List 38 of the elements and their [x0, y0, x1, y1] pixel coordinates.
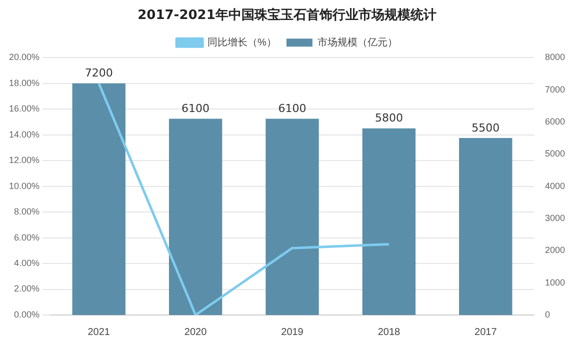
legend-label: 市场规模（亿元）: [317, 36, 398, 48]
y2-tick-label: 6000: [544, 116, 566, 126]
x-tick-label: 2018: [378, 326, 400, 338]
y-tick-label: 8.00%: [14, 206, 40, 217]
bar: [168, 118, 222, 315]
data-label: 6100: [278, 102, 306, 116]
data-label: 6100: [182, 102, 210, 116]
y2-tick-label: 4000: [544, 180, 566, 191]
y2-tick-label: 2000: [544, 245, 566, 256]
bar: [362, 128, 416, 315]
y-tick-label: 20.00%: [8, 52, 40, 62]
x-tick-label: 2019: [281, 326, 304, 338]
y2-tick-label: 7000: [544, 84, 566, 94]
y2-tick-label: 3000: [544, 212, 566, 223]
chart-title: 2017-2021年中国珠宝玉石首饰行业市场规模统计: [138, 7, 436, 24]
data-label: 7200: [84, 66, 113, 80]
y2-tick-label: 1000: [544, 277, 566, 288]
x-tick-label: 2020: [184, 326, 208, 338]
bar: [459, 138, 512, 315]
data-label: 5500: [472, 121, 500, 134]
y-tick-label: 16.00%: [8, 104, 40, 114]
y-tick-label: 2.00%: [14, 284, 40, 294]
data-label: 5800: [374, 112, 403, 125]
y-tick-label: 4.00%: [14, 258, 40, 268]
bar: [72, 83, 126, 315]
y-tick-label: 0.00%: [14, 309, 40, 320]
legend-label: 同比增长（%）: [208, 36, 276, 48]
x-tick-label: 2021: [88, 326, 110, 338]
y-tick-label: 14.00%: [8, 129, 40, 140]
bar: [266, 118, 319, 315]
y-tick-label: 12.00%: [8, 155, 40, 166]
y-tick-label: 6.00%: [14, 232, 40, 242]
x-tick-label: 2017: [474, 326, 498, 338]
y-tick-label: 18.00%: [8, 78, 40, 88]
y2-tick-label: 5000: [544, 148, 566, 159]
y2-tick-label: 0: [544, 309, 550, 320]
y2-tick-label: 8000: [544, 52, 566, 62]
y-tick-label: 10.00%: [8, 180, 40, 191]
